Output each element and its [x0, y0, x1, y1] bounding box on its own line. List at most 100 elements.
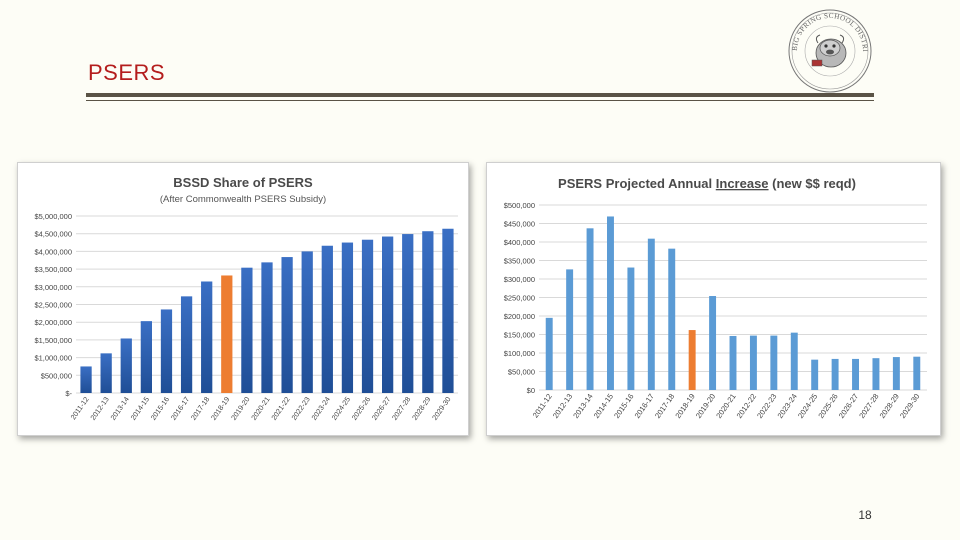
chart1-bar-2028-29 — [422, 231, 434, 393]
chart1-category-label: 2017-18 — [189, 395, 212, 422]
chart2-category-label: 2012-22 — [735, 392, 758, 420]
bulldog-icon — [811, 34, 847, 68]
chart2-category-label: 2017-18 — [653, 392, 676, 420]
chart-psers-increase: PSERS Projected Annual Increase (new $$ … — [486, 162, 941, 436]
chart1-category-label: 2013-14 — [108, 395, 131, 422]
chart1-bar-2012-13 — [100, 353, 112, 393]
chart2-category-label: 2018-19 — [673, 392, 696, 420]
chart2-bar-2024-25 — [811, 359, 819, 390]
chart2-category-label: 2020-21 — [714, 392, 737, 420]
chart-psers-increase-svg: PSERS Projected Annual Increase (new $$ … — [504, 176, 927, 420]
chart1-ytick-label: $1,500,000 — [34, 336, 72, 345]
chart1-bar-2026-27 — [382, 236, 394, 393]
chart2-category-label: 2016-17 — [633, 392, 656, 420]
chart2-bar-2011-12 — [545, 317, 553, 390]
chart1-ytick-label: $3,500,000 — [34, 265, 72, 274]
chart2-ytick-label: $450,000 — [504, 220, 535, 229]
chart1-ytick-label: $4,000,000 — [34, 247, 72, 256]
chart2-category-label: 2027-28 — [857, 392, 880, 420]
chart1-category-label: 2028-29 — [410, 395, 433, 422]
chart2-category-label: 2026-27 — [837, 392, 860, 420]
chart1-bar-2016-17 — [180, 296, 193, 393]
chart2-category-label: 2015-16 — [612, 392, 635, 420]
chart1-subtitle: (After Commonwealth PSERS Subsidy) — [160, 194, 326, 205]
chart2-ytick-label: $300,000 — [504, 275, 535, 284]
chart2-ytick-label: $200,000 — [504, 312, 535, 321]
page-number: 18 — [858, 508, 872, 522]
chart2-category-label: 2029-30 — [898, 392, 921, 420]
chart-bssd-share: BSSD Share of PSERS (After Commonwealth … — [17, 162, 469, 436]
chart2-bar-2025-26 — [831, 358, 839, 390]
chart1-bar-2015-16 — [160, 309, 173, 393]
chart2-bar-2029-30 — [913, 356, 921, 390]
chart1-ytick-label: $500,000 — [41, 371, 72, 380]
chart2-bar-2019-20 — [709, 296, 717, 390]
chart2-category-label: 2023-24 — [776, 392, 799, 420]
chart2-bar-2012-22 — [749, 335, 757, 390]
chart2-ytick-label: $350,000 — [504, 257, 535, 266]
chart1-category-label: 2024-25 — [330, 395, 353, 422]
chart-bssd-share-svg: BSSD Share of PSERS (After Commonwealth … — [34, 175, 458, 422]
chart2-bar-2018-19 — [688, 330, 696, 390]
chart1-bar-2020-21 — [261, 262, 273, 393]
slide-title: PSERS — [88, 60, 166, 85]
chart1-title: BSSD Share of PSERS — [173, 175, 313, 190]
chart1-bar-2021-22 — [281, 257, 293, 393]
chart1-category-label: 2020-21 — [249, 395, 272, 422]
chart1-bar-2017-18 — [201, 281, 213, 393]
chart1-bar-2019-20 — [241, 267, 253, 393]
chart1-category-label: 2023-24 — [309, 395, 332, 422]
chart2-ytick-label: $0 — [527, 386, 535, 395]
chart1-bar-2024-25 — [341, 242, 354, 393]
chart2-category-label: 2013-14 — [571, 392, 594, 420]
chart2-ytick-label: $250,000 — [504, 294, 535, 303]
chart1-bar-2018-19 — [221, 275, 233, 393]
chart1-category-label: 2021-22 — [269, 395, 292, 422]
chart1-category-label: 2029-30 — [430, 395, 453, 422]
chart2-category-label: 2014-15 — [592, 392, 615, 420]
chart2-bar-2028-29 — [892, 357, 900, 390]
chart1-category-label: 2025-26 — [350, 395, 373, 422]
chart1-category-label: 2022-23 — [289, 395, 312, 422]
chart2-bar-2017-18 — [668, 248, 676, 390]
chart1-bar-2013-14 — [120, 338, 132, 393]
chart2-bar-2014-15 — [607, 216, 614, 390]
chart1-bar-2029-30 — [442, 228, 454, 393]
chart2-category-label: 2012-13 — [551, 392, 574, 420]
chart2-bar-2020-21 — [729, 335, 737, 390]
chart1-bar-2014-15 — [140, 321, 152, 393]
chart2-ytick-label: $150,000 — [504, 331, 535, 340]
chart1-category-label: 2011-12 — [68, 395, 90, 421]
title-rule-thin — [86, 100, 874, 101]
chart1-category-label: 2015-16 — [149, 395, 172, 422]
title-rule-thick — [86, 93, 874, 97]
chart2-title: PSERS Projected Annual Increase (new $$ … — [558, 176, 856, 191]
chart2-bar-2026-27 — [852, 358, 859, 390]
chart1-bar-2023-24 — [321, 245, 333, 393]
chart2-category-label: 2025-26 — [816, 392, 839, 420]
chart1-category-label: 2027-28 — [390, 395, 413, 422]
chart1-category-label: 2019-20 — [229, 395, 252, 422]
chart1-category-label: 2014-15 — [128, 395, 151, 422]
chart1-ytick-label: $5,000,000 — [34, 212, 72, 221]
chart1-ytick-label: $4,500,000 — [34, 230, 72, 239]
chart1-bar-2027-28 — [402, 234, 414, 393]
chart1-category-label: 2018-19 — [209, 395, 232, 422]
chart2-ytick-label: $400,000 — [504, 238, 535, 247]
chart2-bar-2012-13 — [566, 269, 574, 390]
chart1-bar-2025-26 — [361, 239, 374, 393]
chart1-ytick-label: $2,000,000 — [34, 318, 72, 327]
chart1-bar-2022-23 — [301, 251, 313, 393]
chart2-bar-2027-28 — [872, 358, 880, 390]
chart1-ytick-label: $2,500,000 — [34, 301, 72, 310]
chart2-bar-2013-14 — [586, 228, 594, 390]
chart1-category-label: 2012-13 — [88, 395, 111, 422]
chart2-bar-2016-17 — [647, 238, 655, 390]
chart2-ytick-label: $100,000 — [504, 349, 535, 358]
chart2-bar-2023-24 — [790, 332, 798, 390]
chart1-bar-2011-12 — [80, 366, 92, 393]
chart1-ytick-label: $- — [65, 389, 72, 398]
chart2-category-label: 2024-25 — [796, 392, 819, 420]
chart2-bar-2015-16 — [627, 267, 635, 390]
chart1-ytick-label: $1,000,000 — [34, 354, 72, 363]
